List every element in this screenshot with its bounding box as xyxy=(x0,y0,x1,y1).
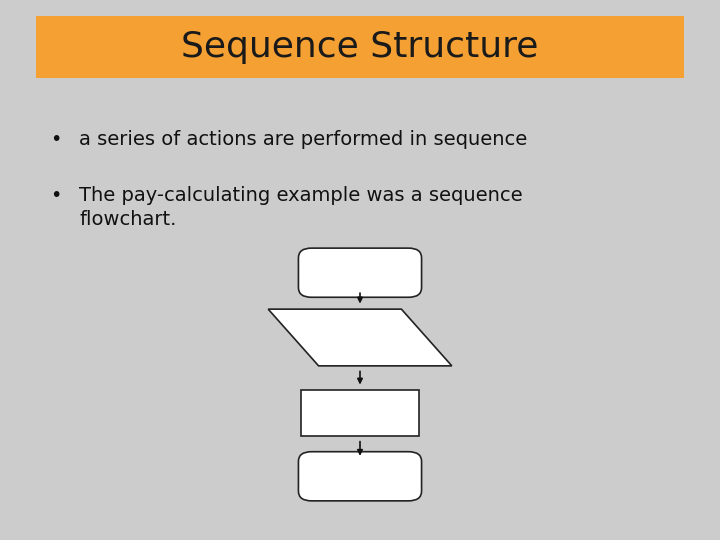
FancyBboxPatch shape xyxy=(36,16,684,78)
FancyBboxPatch shape xyxy=(301,390,419,436)
Text: •: • xyxy=(50,186,62,205)
FancyBboxPatch shape xyxy=(299,451,422,501)
Text: a series of actions are performed in sequence: a series of actions are performed in seq… xyxy=(79,130,528,148)
Text: Sequence Structure: Sequence Structure xyxy=(181,30,539,64)
FancyBboxPatch shape xyxy=(299,248,422,297)
Polygon shape xyxy=(268,309,452,366)
Text: The pay-calculating example was a sequence
flowchart.: The pay-calculating example was a sequen… xyxy=(79,186,523,229)
Text: •: • xyxy=(50,130,62,148)
